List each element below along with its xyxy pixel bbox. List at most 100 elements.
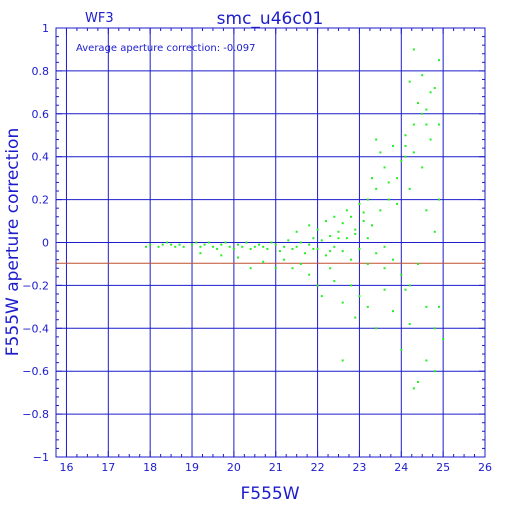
data-point bbox=[333, 280, 336, 283]
data-point bbox=[337, 230, 340, 233]
data-point bbox=[442, 338, 445, 341]
data-point bbox=[237, 243, 240, 246]
data-point bbox=[425, 123, 428, 126]
data-point bbox=[391, 258, 394, 261]
y-tick-label: 1 bbox=[42, 22, 49, 35]
data-point bbox=[316, 247, 319, 250]
data-point bbox=[412, 123, 415, 126]
data-point bbox=[304, 252, 307, 255]
x-tick-label: 19 bbox=[185, 461, 199, 474]
x-tick-label: 23 bbox=[352, 461, 366, 474]
data-point bbox=[341, 250, 344, 253]
data-point bbox=[433, 370, 436, 373]
data-point bbox=[295, 245, 298, 248]
data-point bbox=[324, 220, 327, 223]
data-point bbox=[149, 243, 152, 246]
data-point bbox=[341, 359, 344, 362]
data-point bbox=[417, 380, 420, 383]
data-point bbox=[165, 241, 168, 244]
data-point bbox=[387, 181, 390, 184]
data-point bbox=[412, 151, 415, 154]
y-tick-label: 0.4 bbox=[32, 151, 50, 164]
data-point bbox=[287, 239, 290, 242]
data-point bbox=[249, 247, 252, 250]
data-point bbox=[354, 228, 357, 231]
data-point bbox=[295, 230, 298, 233]
x-tick-label: 25 bbox=[436, 461, 450, 474]
data-point bbox=[396, 202, 399, 205]
data-point bbox=[350, 258, 353, 261]
data-point bbox=[350, 215, 353, 218]
data-point bbox=[266, 247, 269, 250]
y-tick-labels: 1 0.8 0.6 0.4 0.2 0 −0.2 −0.4 −0.6 −0.8 −1 bbox=[22, 22, 49, 464]
y-tick-label: 0.6 bbox=[32, 108, 50, 121]
y-tick-label: −0.2 bbox=[22, 279, 49, 292]
data-point bbox=[354, 316, 357, 319]
data-point bbox=[417, 102, 420, 105]
data-point bbox=[366, 262, 369, 265]
data-point bbox=[417, 262, 420, 265]
data-point bbox=[350, 284, 353, 287]
chart-subtitle: WF3 bbox=[85, 11, 114, 26]
data-point bbox=[241, 245, 244, 248]
data-point bbox=[412, 48, 415, 51]
data-point bbox=[220, 243, 223, 246]
data-point bbox=[161, 243, 164, 246]
data-point bbox=[379, 209, 382, 212]
data-point bbox=[358, 247, 361, 250]
data-point bbox=[329, 250, 332, 253]
data-point bbox=[404, 155, 407, 158]
data-point bbox=[383, 267, 386, 270]
data-point bbox=[433, 327, 436, 330]
data-point bbox=[157, 245, 160, 248]
data-point bbox=[203, 243, 206, 246]
y-tick-label: 0.8 bbox=[32, 65, 50, 78]
chart-title: smc_u46c01 bbox=[217, 9, 324, 29]
data-point bbox=[174, 245, 177, 248]
data-point bbox=[195, 241, 198, 244]
data-point bbox=[308, 243, 311, 246]
data-point bbox=[249, 267, 252, 270]
data-point bbox=[429, 138, 432, 141]
data-point bbox=[425, 305, 428, 308]
x-tick-label: 21 bbox=[269, 461, 283, 474]
data-point bbox=[170, 243, 173, 246]
y-tick-label: 0 bbox=[42, 237, 49, 250]
data-point bbox=[308, 224, 311, 227]
data-point bbox=[400, 273, 403, 276]
data-point bbox=[404, 144, 407, 147]
data-points bbox=[144, 48, 445, 390]
data-point bbox=[299, 262, 302, 265]
data-point bbox=[387, 198, 390, 201]
data-point bbox=[408, 323, 411, 326]
data-point bbox=[253, 245, 256, 248]
data-point bbox=[216, 247, 219, 250]
data-point bbox=[316, 228, 319, 231]
data-point bbox=[362, 211, 365, 214]
data-point bbox=[329, 267, 332, 270]
data-point bbox=[375, 138, 378, 141]
data-point bbox=[421, 112, 424, 115]
data-point bbox=[316, 284, 319, 287]
data-point bbox=[437, 198, 440, 201]
data-point bbox=[237, 256, 240, 259]
data-point bbox=[333, 245, 336, 248]
data-point bbox=[370, 177, 373, 180]
data-point bbox=[433, 230, 436, 233]
data-point bbox=[291, 267, 294, 270]
average-annotation: Average aperture correction: -0.097 bbox=[76, 43, 256, 54]
data-point bbox=[232, 247, 235, 250]
data-point bbox=[278, 250, 281, 253]
data-point bbox=[370, 224, 373, 227]
x-tick-label: 17 bbox=[101, 461, 115, 474]
data-point bbox=[400, 159, 403, 162]
data-point bbox=[345, 237, 348, 240]
data-point bbox=[408, 284, 411, 287]
data-point bbox=[299, 241, 302, 244]
data-point bbox=[333, 215, 336, 218]
data-point bbox=[375, 252, 378, 255]
data-point bbox=[144, 245, 147, 248]
x-tick-label: 18 bbox=[143, 461, 157, 474]
data-point bbox=[341, 301, 344, 304]
